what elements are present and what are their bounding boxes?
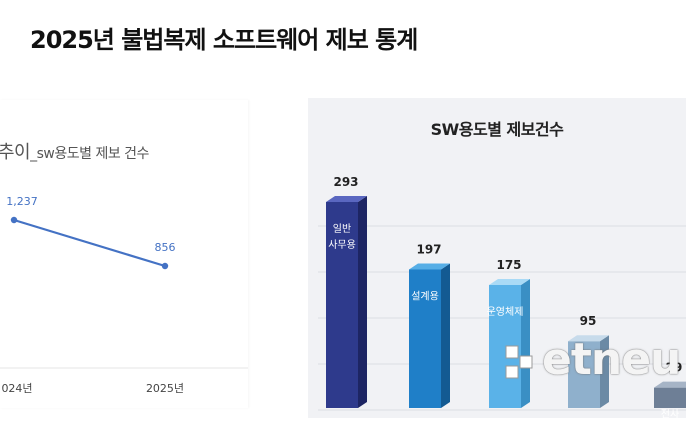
bar-side [521,278,530,408]
line-chart-title-sub: _sw용도별 제보 건수 [30,146,149,162]
bar-category-label: 운영체제 [487,306,524,318]
bar-category-label: 설계용 [411,290,439,302]
bar [409,263,450,408]
bar-side [600,335,609,408]
series-line [13,218,166,268]
line-chart-title-main: 추이 [0,142,31,163]
bar-front [654,387,686,408]
bar [568,335,609,408]
data-label: 1,237 [6,195,38,208]
data-point [10,216,18,224]
bar-top [489,278,530,285]
data-label: 856 [155,241,176,254]
bar-value-label: 175 [496,258,521,272]
bar-value-label: 293 [333,175,358,189]
bar-value-label: 95 [580,314,597,328]
line-chart: 1,237 856 024년 2025년 [0,195,248,395]
bar-category-label: 사무용 [328,239,356,251]
bar-front [568,341,600,408]
bar-category-label: 전사 [661,409,679,418]
bar-front [326,202,358,408]
bar-top [654,381,686,388]
line-chart-title: 추이_sw용도별 제보 건수 [0,138,149,164]
bar [654,381,686,408]
x-tick-label: 2025년 [146,382,184,395]
watermark: etneu [500,332,686,392]
bar-value-label: 197 [416,242,441,256]
bar-side [358,196,367,408]
bar [326,196,367,408]
watermark-logo-icon [505,345,533,379]
bar-value-label: 29 [666,361,683,375]
bar-top [568,335,609,342]
bar-chart-title: SW용도별 제보건수 [430,120,564,139]
watermark-text: etneu [542,334,681,385]
bar-category-label: 일반 [333,223,351,235]
bar-front [409,269,441,408]
page-title: 2025년 불법복제 소프트웨어 제보 통계 [30,26,418,54]
x-tick-label: 024년 [1,382,32,395]
bar-side [441,263,450,408]
bar-top [409,263,450,270]
bar-top [326,196,367,202]
data-point [161,262,169,270]
line-chart-panel: 추이_sw용도별 제보 건수 1,237 856 024년 2025년 [0,100,248,408]
